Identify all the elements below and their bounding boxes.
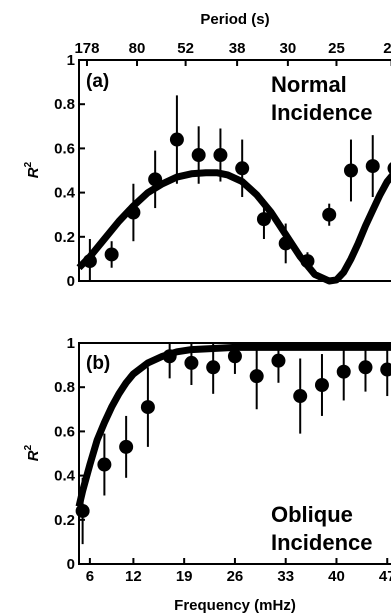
data-point-b-14 — [380, 362, 391, 377]
top-tick-label-0: 178 — [74, 40, 99, 57]
panel-a-annotation-line2: Incidence — [271, 100, 372, 125]
x-tick-label-2: 19 — [176, 568, 193, 585]
data-point-b-1 — [97, 457, 112, 472]
panel-b-label: (b) — [86, 353, 110, 374]
data-point-b-9 — [271, 353, 286, 368]
data-point-a-11 — [322, 207, 337, 222]
y-tick-label-a-4: 0.8 — [54, 96, 75, 113]
fit-curve-a — [76, 169, 391, 285]
data-point-b-12 — [336, 364, 351, 379]
y-tick-label-a-0: 0 — [67, 273, 75, 290]
panel-a-frame — [78, 59, 391, 282]
top-tick-label-4: 30 — [280, 40, 297, 57]
data-point-a-4 — [169, 132, 184, 147]
data-point-a-5 — [191, 148, 206, 163]
data-point-a-1 — [104, 247, 119, 262]
data-point-a-7 — [235, 161, 250, 176]
data-point-b-10 — [293, 389, 308, 404]
y-tick-label-b-3: 0.6 — [54, 423, 75, 440]
y-tick-label-a-3: 0.6 — [54, 140, 75, 157]
data-point-a-0 — [82, 254, 97, 269]
data-point-b-13 — [358, 360, 373, 375]
panel-b-ylabel: R2 — [23, 444, 42, 461]
x-tick-label-5: 40 — [328, 568, 345, 585]
top-axis-title: Period (s) — [200, 11, 269, 28]
panel-b: 00.20.40.60.816121926334047 (b) Oblique … — [23, 335, 391, 614]
y-tick-label-b-0: 0 — [67, 556, 75, 573]
data-point-a-8 — [256, 212, 271, 227]
top-tick-label-2: 52 — [177, 40, 194, 57]
fit-curve-b — [75, 343, 391, 508]
data-point-b-6 — [206, 360, 221, 375]
y-tick-label-b-5: 1 — [67, 335, 75, 352]
y-tick-label-a-5: 1 — [67, 52, 75, 69]
x-tick-label-1: 12 — [125, 568, 142, 585]
panel-a-annotation-line1: Normal — [271, 72, 347, 97]
data-point-a-12 — [343, 163, 358, 178]
data-point-a-10 — [300, 254, 315, 269]
x-tick-label-3: 26 — [227, 568, 244, 585]
top-tick-label-5: 25 — [328, 40, 345, 57]
panel-b-annotation-line1: Oblique — [271, 502, 353, 527]
panel-a-label: (a) — [86, 71, 109, 92]
data-point-b-5 — [184, 355, 199, 370]
data-point-b-0 — [75, 503, 90, 518]
x-tick-label-4: 33 — [277, 568, 294, 585]
panel-b-frame — [78, 342, 391, 565]
y-tick-label-b-1: 0.2 — [54, 512, 75, 529]
data-point-a-2 — [126, 205, 141, 220]
top-tick-label-3: 38 — [229, 40, 246, 57]
y-tick-label-b-2: 0.4 — [54, 468, 76, 485]
panel-b-axes: 0 0.2 0.4 0.6 0.8 1 6 12 19 26 33 40 47 — [54, 335, 391, 585]
y-tick-label-a-2: 0.4 — [54, 185, 76, 202]
data-point-a-3 — [148, 172, 163, 187]
top-tick-label-6: 21 — [383, 40, 391, 57]
y-tick-label-a-1: 0.2 — [54, 229, 75, 246]
data-point-b-8 — [249, 369, 264, 384]
x-tick-label-6: 47 — [379, 568, 391, 585]
panel-b-data — [75, 343, 391, 545]
data-point-a-13 — [365, 159, 380, 174]
x-axis-title: Frequency (mHz) — [174, 597, 296, 614]
data-point-b-11 — [314, 377, 329, 392]
data-point-b-2 — [119, 439, 134, 454]
data-point-b-7 — [227, 349, 242, 364]
data-point-a-14 — [387, 162, 391, 175]
panel-b-annotation-line2: Incidence — [271, 530, 372, 555]
data-point-a-6 — [213, 148, 228, 163]
y-tick-label-b-4: 0.8 — [54, 379, 75, 396]
data-point-b-3 — [140, 400, 155, 415]
data-point-a-9 — [278, 236, 293, 251]
top-tick-label-1: 80 — [129, 40, 146, 57]
x-tick-label-0: 6 — [86, 568, 94, 585]
panel-a-ylabel: R2 — [23, 161, 42, 178]
panel-a-data — [76, 95, 391, 285]
data-point-b-4 — [162, 349, 177, 364]
